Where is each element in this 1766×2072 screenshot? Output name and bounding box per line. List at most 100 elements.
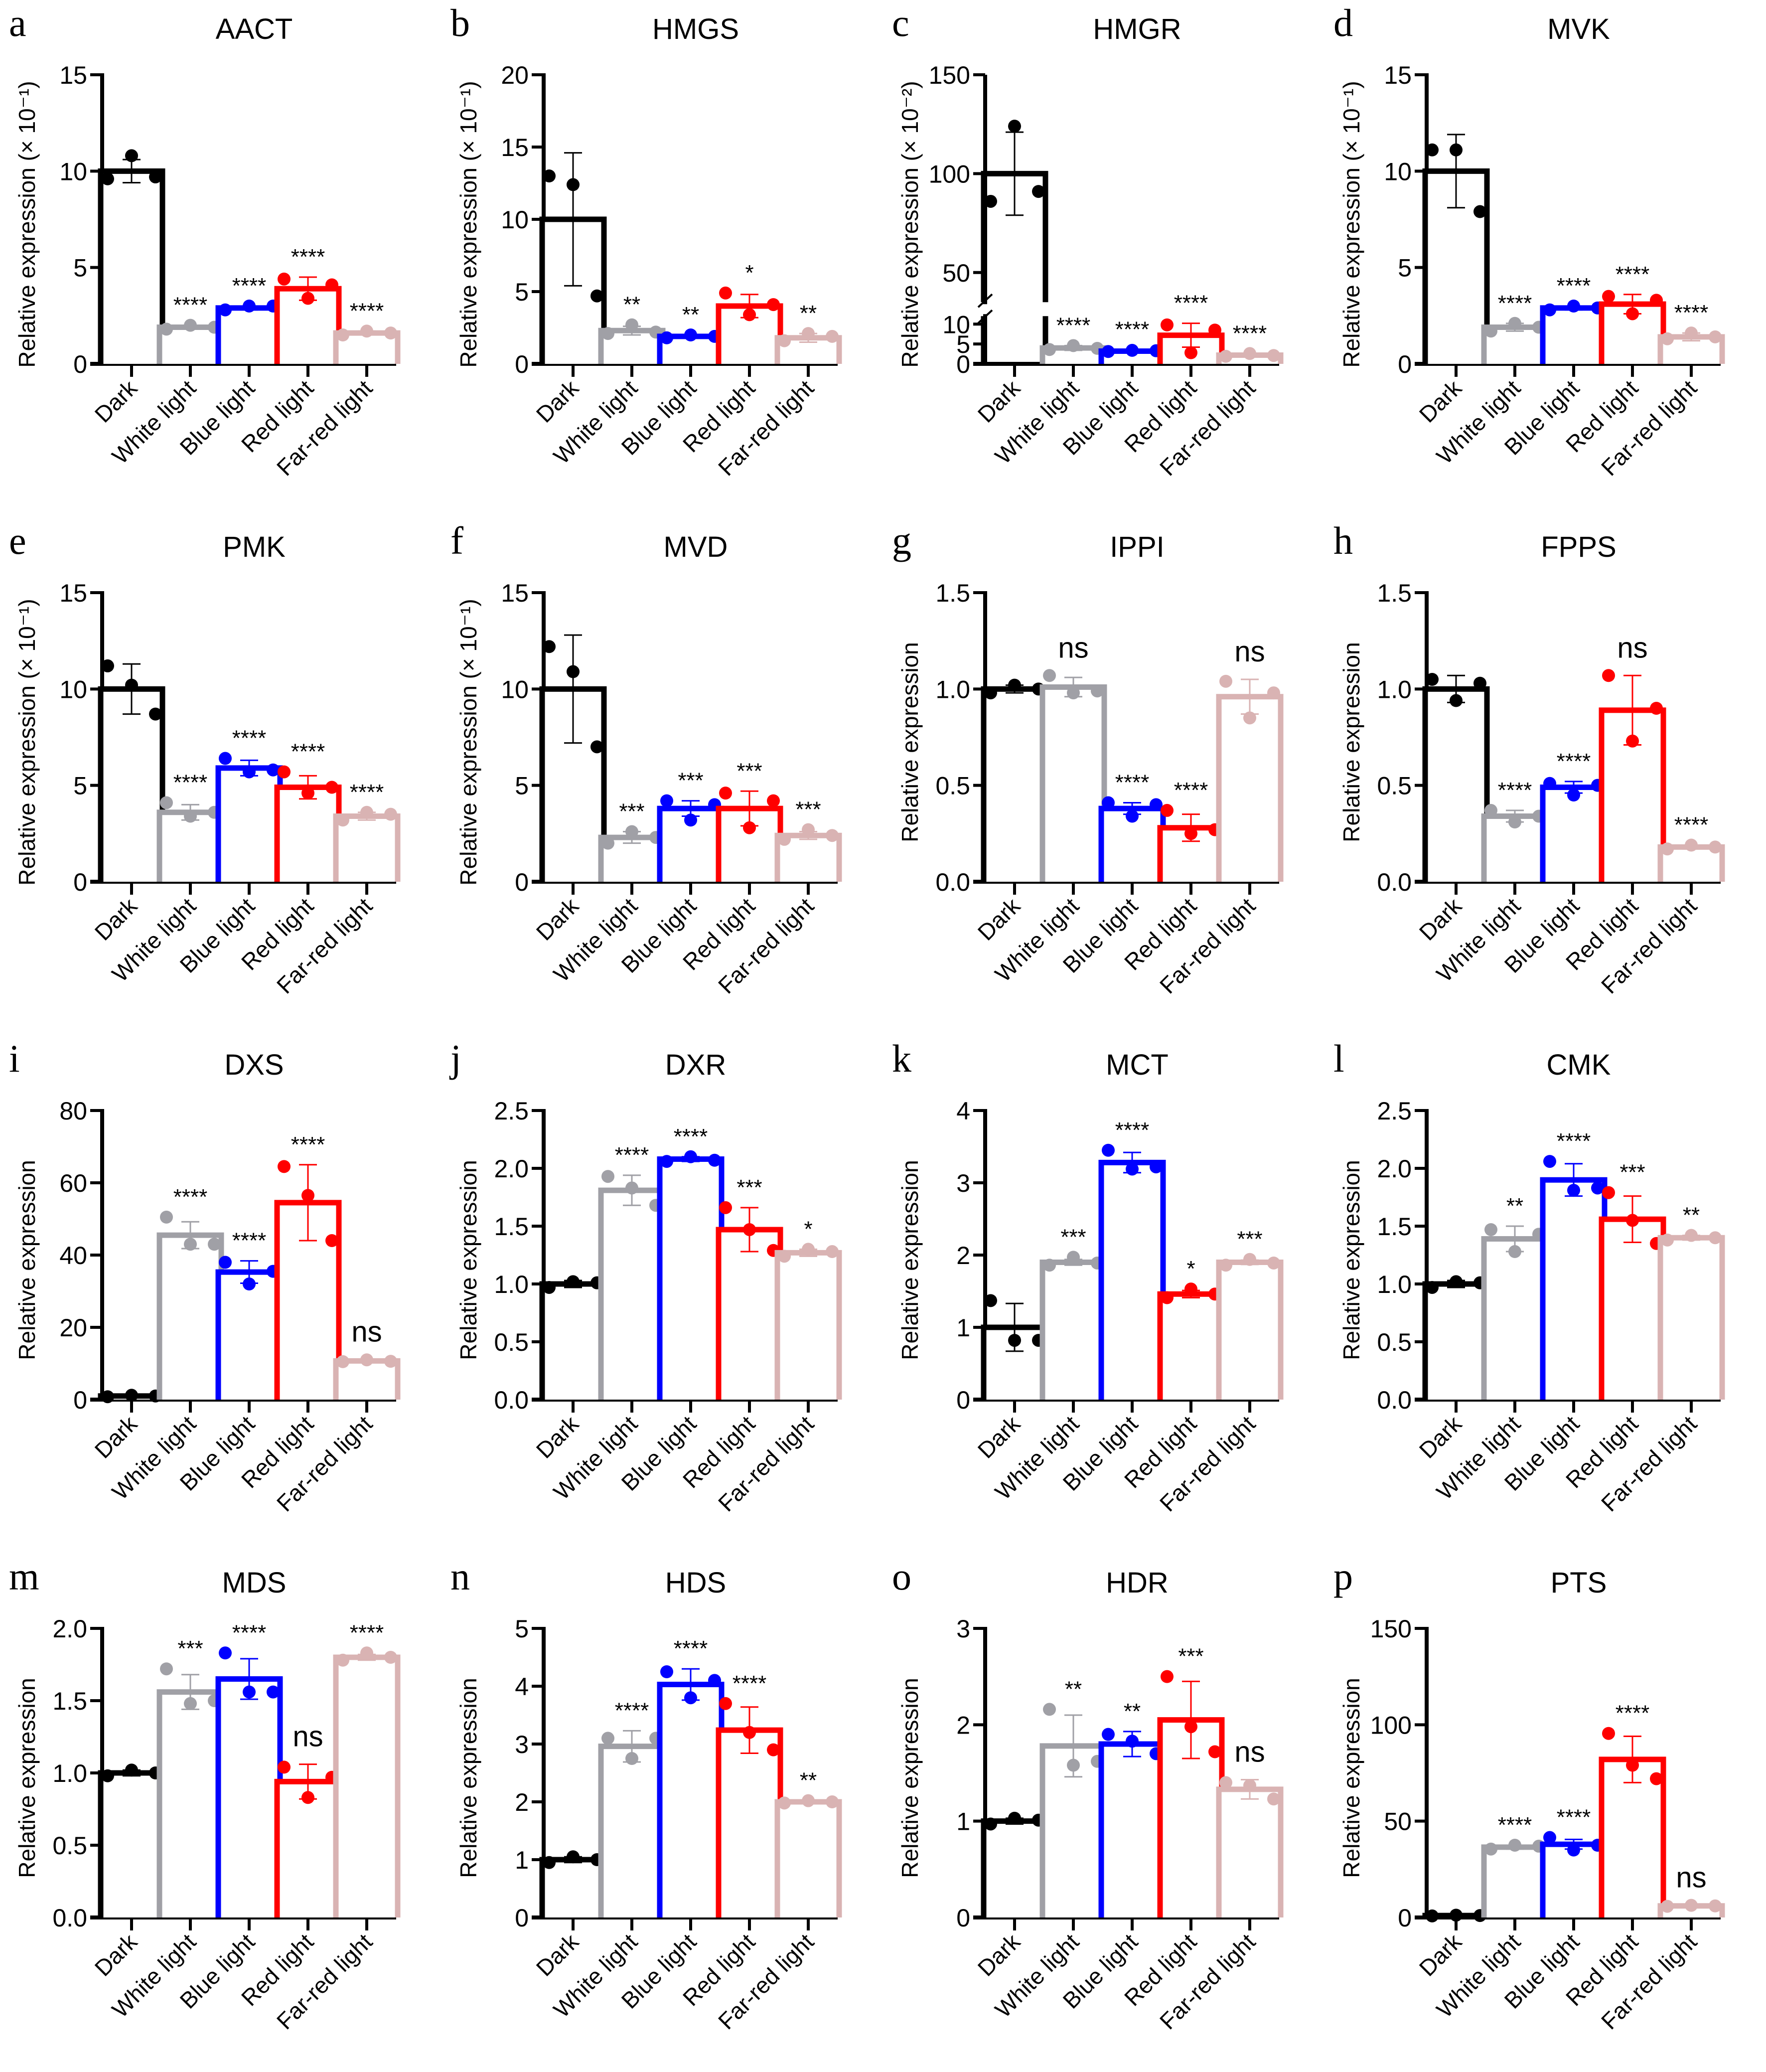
bar-group-far-red-light: *** bbox=[774, 797, 842, 882]
data-point bbox=[1267, 686, 1280, 700]
bar-group-far-red-light: ns bbox=[1216, 636, 1284, 882]
y-tick-label: 1.5 bbox=[1377, 1213, 1412, 1241]
data-point bbox=[1102, 1143, 1115, 1157]
data-point bbox=[301, 1189, 314, 1202]
data-point bbox=[301, 292, 314, 305]
data-point bbox=[101, 1769, 114, 1782]
data-point bbox=[278, 1160, 291, 1173]
data-point bbox=[660, 331, 673, 344]
bar-group-dark bbox=[981, 120, 1048, 364]
bar-group-dark bbox=[1422, 1909, 1490, 1922]
y-axis: 0.0 0.5 1.0 1.5 Relative expression bbox=[897, 579, 987, 896]
significance-label: *** bbox=[177, 1636, 203, 1661]
data-point bbox=[1102, 1728, 1115, 1741]
y-tick-label: 1 bbox=[956, 1314, 970, 1342]
data-point bbox=[125, 678, 138, 692]
data-point bbox=[743, 821, 756, 834]
significance-label: **** bbox=[232, 1620, 267, 1645]
data-point bbox=[625, 1752, 638, 1765]
data-point bbox=[625, 1181, 638, 1195]
panel-letter: o bbox=[892, 1555, 911, 1598]
significance-label: **** bbox=[1498, 291, 1532, 316]
data-point bbox=[1709, 330, 1722, 343]
significance-label: ns bbox=[293, 1721, 323, 1753]
bar-series: *********** bbox=[1422, 1129, 1725, 1400]
y-tick-label: 0.5 bbox=[935, 772, 970, 800]
chart-title: HMGR bbox=[1093, 13, 1181, 45]
y-axis: 0 1 2 3 4 Relative expression bbox=[897, 1097, 987, 1414]
chart-svg: h FPPS 0.0 0.5 1.0 1.5 Relative expression Dark… bbox=[1333, 519, 1725, 998]
y-tick-label: 0 bbox=[956, 1904, 970, 1932]
chart-panel-j: j DXR 0.0 0.5 1.0 1.5 2.0 2.5 Relative expressio… bbox=[442, 1036, 883, 1554]
x-tick-label: Dark bbox=[531, 1928, 584, 1981]
data-point bbox=[1091, 684, 1104, 698]
data-point bbox=[826, 829, 839, 842]
bar bbox=[598, 1744, 666, 1917]
data-point bbox=[325, 781, 338, 794]
data-point bbox=[1102, 796, 1115, 809]
data-point bbox=[567, 1275, 580, 1288]
significance-label: **** bbox=[1115, 1118, 1150, 1142]
data-point bbox=[325, 278, 338, 292]
data-point bbox=[625, 318, 638, 331]
bar-group-white-light: **** bbox=[1481, 1813, 1549, 1917]
data-point bbox=[1008, 678, 1021, 692]
y-axis: 0 5 10 15 Relative expression (× 10⁻¹) bbox=[14, 61, 104, 378]
data-point bbox=[1219, 349, 1232, 363]
significance-label: **** bbox=[674, 1124, 708, 1149]
data-point bbox=[1709, 1231, 1722, 1245]
significance-label: **** bbox=[1557, 274, 1591, 298]
data-point bbox=[1602, 1727, 1615, 1740]
bar-group-white-light: *** bbox=[598, 799, 666, 882]
bar bbox=[98, 1770, 165, 1917]
data-point bbox=[802, 823, 815, 836]
significance-label: ** bbox=[800, 1768, 817, 1793]
significance-label: **** bbox=[1557, 1129, 1591, 1153]
y-tick-label: 4 bbox=[515, 1673, 529, 1701]
y-tick-label: 5 bbox=[515, 1615, 529, 1643]
y-tick-label: 0.0 bbox=[52, 1904, 87, 1932]
data-point bbox=[1043, 1703, 1056, 1716]
y-axis: 0 1 2 3 Relative expression bbox=[897, 1615, 987, 1932]
data-point bbox=[719, 787, 732, 800]
significance-label: **** bbox=[350, 1620, 384, 1645]
chart-panel-m: m MDS 0.0 0.5 1.0 1.5 2.0 Relative expression Da… bbox=[0, 1554, 442, 2072]
data-point bbox=[984, 686, 997, 700]
data-point bbox=[1067, 339, 1080, 352]
data-point bbox=[1043, 669, 1056, 682]
chart-title: PMK bbox=[223, 531, 286, 563]
panel-letter: d bbox=[1333, 1, 1353, 44]
data-point bbox=[1543, 1155, 1556, 1168]
significance-label: **** bbox=[1557, 1805, 1591, 1830]
data-point bbox=[1102, 345, 1115, 358]
bar-group-white-light: *** bbox=[156, 1636, 224, 1917]
bar-group-red-light: **** bbox=[1599, 262, 1666, 364]
bar-group-dark bbox=[539, 1850, 607, 1917]
bar-group-red-light: **** bbox=[274, 740, 342, 882]
data-point bbox=[243, 300, 256, 313]
data-point bbox=[219, 1646, 232, 1660]
data-point bbox=[1267, 349, 1280, 362]
data-point bbox=[1126, 1162, 1139, 1176]
data-point bbox=[660, 1155, 673, 1168]
bar bbox=[1481, 1844, 1549, 1917]
y-tick-label: 2 bbox=[956, 1242, 970, 1270]
data-point bbox=[625, 825, 638, 838]
data-point bbox=[1067, 686, 1080, 700]
bar bbox=[274, 785, 342, 882]
data-point bbox=[336, 328, 349, 341]
chart-svg: e PMK 0 5 10 15 Relative expression (× 10⁻¹) Da… bbox=[9, 519, 401, 998]
y-tick-label: 2.5 bbox=[494, 1097, 529, 1125]
panel-letter: p bbox=[1333, 1555, 1353, 1598]
y-axis-label: Relative expression bbox=[897, 1160, 923, 1360]
data-point bbox=[1591, 1181, 1604, 1195]
bar-group-white-light: ** bbox=[598, 293, 666, 364]
bar-group-far-red-light: *** bbox=[1216, 1227, 1284, 1400]
significance-label: **** bbox=[350, 299, 384, 323]
data-point bbox=[1602, 1186, 1615, 1199]
data-point bbox=[1685, 1229, 1698, 1242]
y-tick-label: 10 bbox=[1384, 158, 1412, 185]
data-point bbox=[1161, 803, 1174, 817]
